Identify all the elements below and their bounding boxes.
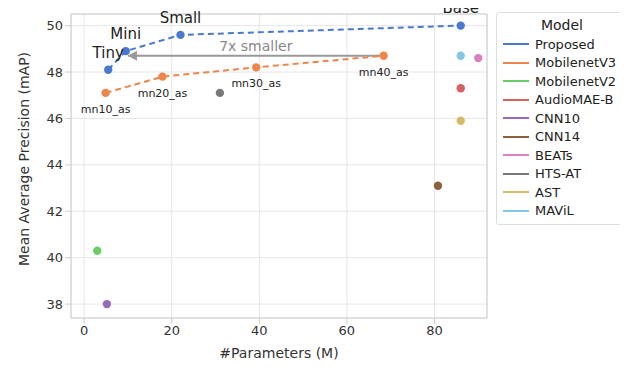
html-text:MAViL: MAViL <box>535 203 574 219</box>
svg-text:Mini: Mini <box>110 25 141 43</box>
html-text:HTS-AT: HTS-AT <box>535 166 582 182</box>
svg-text:mn30_as: mn30_as <box>231 77 281 90</box>
html-text:BEATs: BEATs <box>535 147 573 163</box>
svg-text:44: 44 <box>46 157 63 172</box>
html-text:Proposed: Proposed <box>535 36 595 52</box>
svg-text:mn40_as: mn40_as <box>359 66 409 79</box>
svg-text:Small: Small <box>160 9 202 27</box>
svg-text:40: 40 <box>46 250 63 265</box>
svg-text:#Parameters (M): #Parameters (M) <box>219 345 338 361</box>
svg-text:46: 46 <box>46 111 63 126</box>
html-text:AST: AST <box>535 184 561 200</box>
svg-text:20: 20 <box>163 323 180 338</box>
html-text:CNN14: CNN14 <box>535 129 581 145</box>
svg-text:42: 42 <box>46 204 63 219</box>
html-text:MobilenetV3: MobilenetV3 <box>535 55 617 71</box>
svg-text:0: 0 <box>80 323 88 338</box>
svg-text:38: 38 <box>46 297 63 312</box>
svg-text:40: 40 <box>251 323 268 338</box>
svg-text:mn20_as: mn20_as <box>138 87 188 100</box>
svg-text:Mean Average Precision (mAP): Mean Average Precision (mAP) <box>16 52 32 266</box>
html-text:CNN10: CNN10 <box>535 110 581 126</box>
html-text:MobilenetV2: MobilenetV2 <box>535 73 617 89</box>
svg-text:48: 48 <box>46 65 63 80</box>
svg-text:50: 50 <box>46 18 63 33</box>
svg-text:mn10_as: mn10_as <box>81 103 131 116</box>
html-text:AudioMAE-B: AudioMAE-B <box>535 92 614 108</box>
svg-text:60: 60 <box>339 323 356 338</box>
svg-text:7x smaller: 7x smaller <box>219 38 293 54</box>
svg-text:80: 80 <box>426 323 443 338</box>
svg-text:Tiny: Tiny <box>92 44 124 62</box>
html-text:Model: Model <box>541 17 583 33</box>
svg-text:Base: Base <box>442 8 479 17</box>
